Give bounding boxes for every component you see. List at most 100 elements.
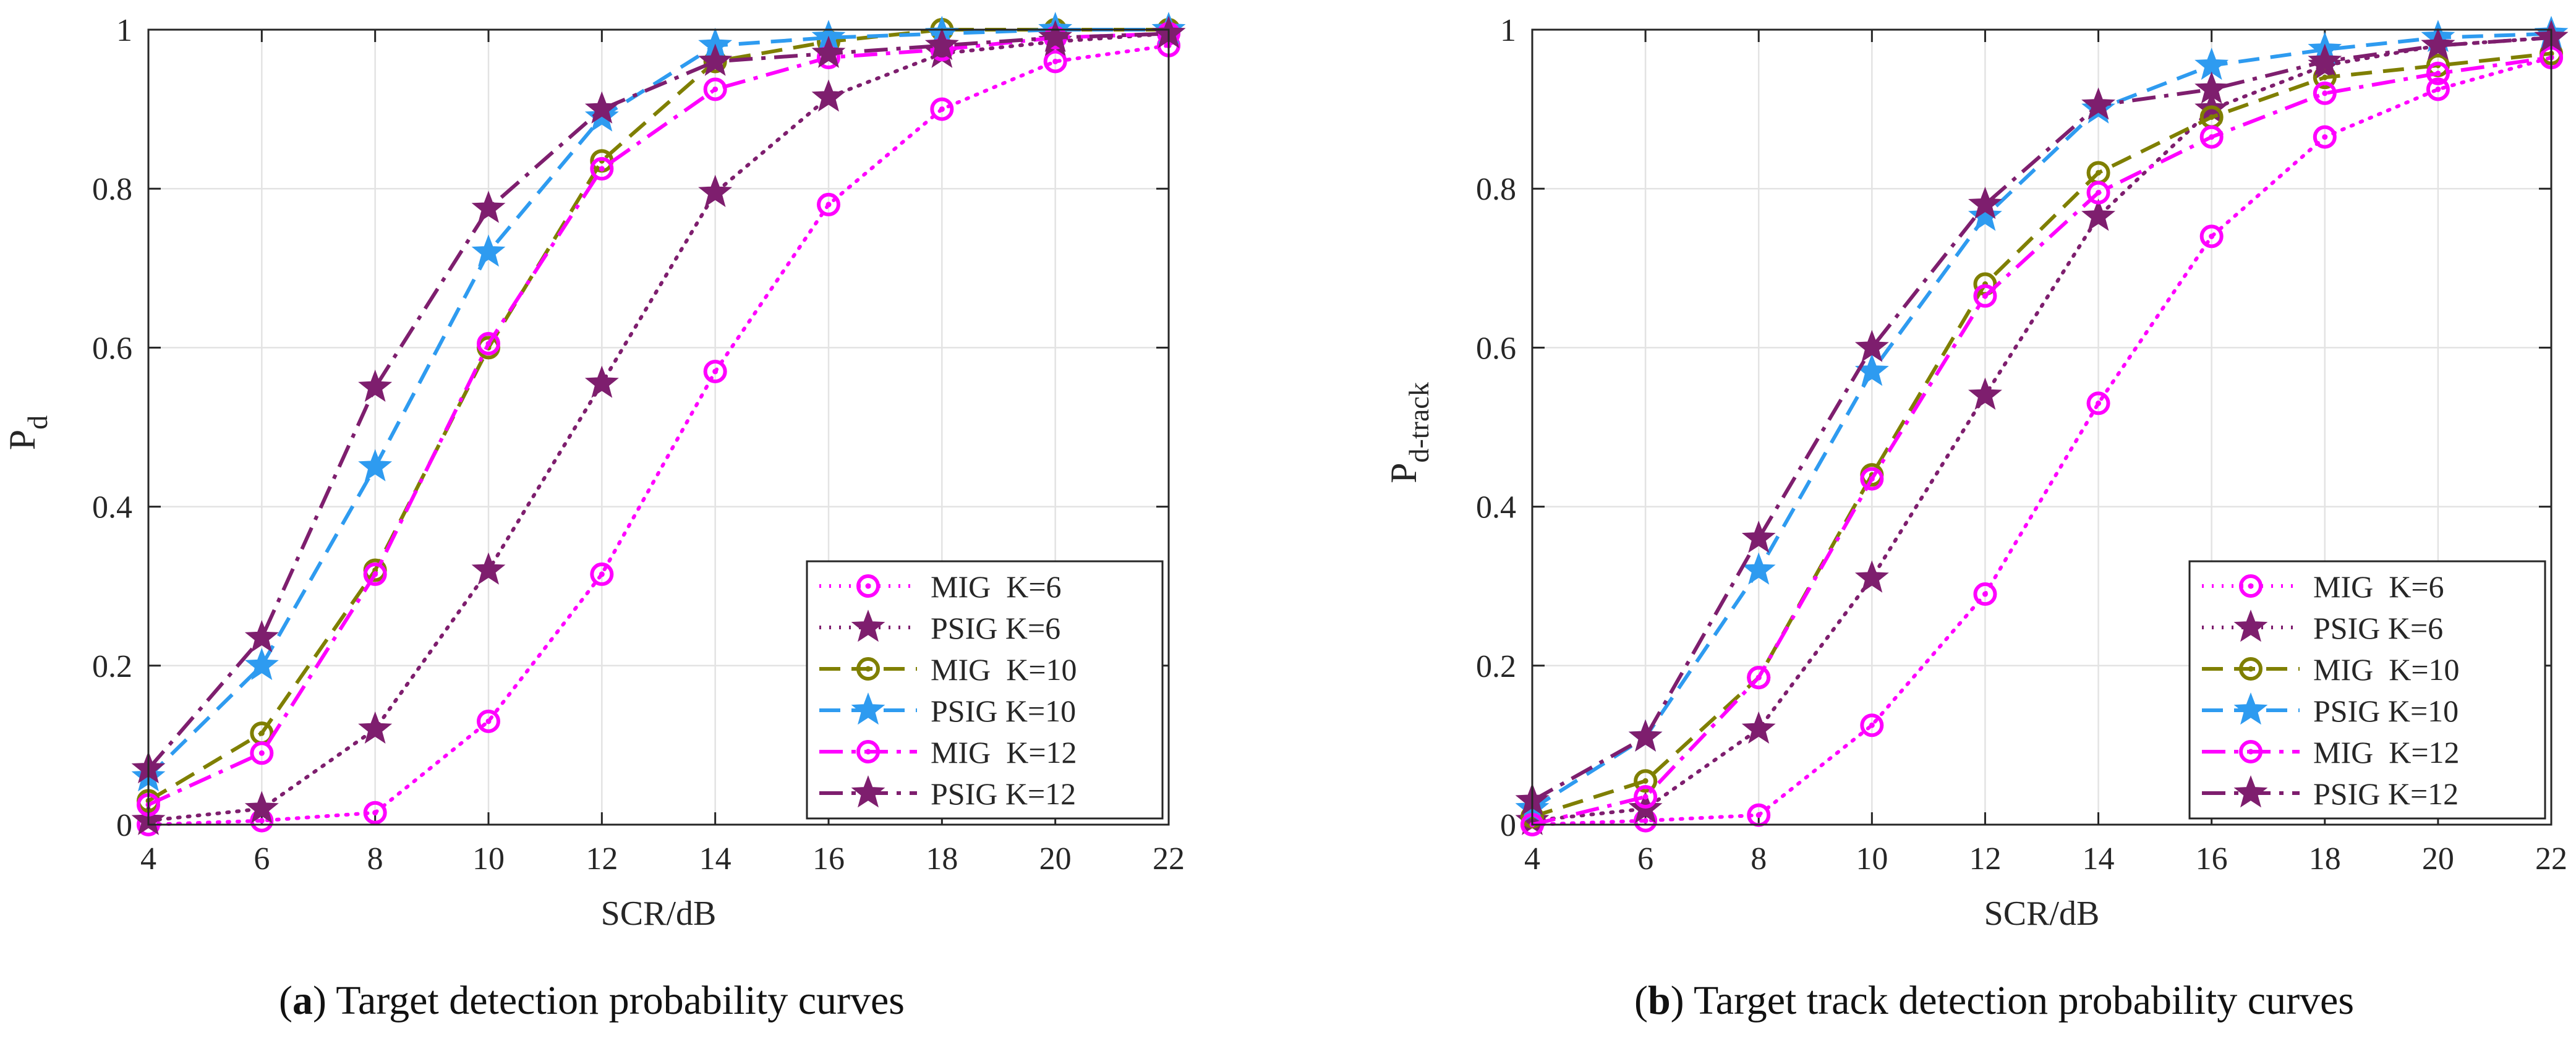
legend-box — [2188, 560, 2546, 820]
y-tick-label: 0.6 — [92, 331, 132, 366]
caption-paren: ( — [279, 978, 292, 1023]
data-point-circle — [1634, 784, 1658, 809]
data-point-center — [1642, 818, 1648, 824]
data-point-center — [2096, 400, 2102, 406]
data-point-center — [599, 166, 605, 172]
series-line — [1532, 56, 2552, 826]
data-point-star — [1741, 552, 1776, 585]
data-point-star — [1628, 719, 1663, 752]
legend-label: PSIG K=10 — [931, 694, 1076, 728]
data-point-star — [2421, 27, 2455, 61]
legend-marker-circle — [2239, 574, 2263, 598]
y-axis-label-main: P — [1383, 462, 1424, 483]
data-point-star — [358, 711, 393, 744]
data-point-circle — [2426, 77, 2450, 101]
legend-marker-center — [2248, 749, 2254, 755]
data-point-center — [1642, 794, 1648, 800]
data-point-circle — [590, 562, 614, 586]
series-line — [1530, 35, 2553, 823]
data-point-center — [2209, 134, 2215, 140]
caption-panel-tag: a — [292, 978, 313, 1023]
data-point-star — [1741, 520, 1776, 553]
legend-marker-circle — [2239, 740, 2263, 763]
data-point-center — [258, 730, 265, 736]
legend-label: MIG K=12 — [2313, 735, 2460, 770]
x-tick-label: 4 — [1524, 841, 1540, 877]
data-point-center — [485, 341, 492, 347]
caption-paren: ( — [1634, 978, 1648, 1023]
data-point-star — [1968, 198, 2002, 231]
data-point-star — [698, 43, 733, 76]
legend-label: MIG K=10 — [931, 652, 1077, 687]
data-point-center — [825, 202, 832, 208]
x-axis-label: SCR/dB — [1984, 894, 2100, 933]
legend-marker-circle — [2239, 657, 2263, 681]
data-point-star — [2081, 198, 2115, 231]
data-point-star — [244, 647, 279, 681]
data-point-star — [471, 552, 506, 585]
data-point-center — [1982, 591, 1988, 597]
legend-label: MIG K=10 — [2313, 652, 2460, 687]
data-point-circle — [703, 359, 727, 383]
data-point-star — [358, 449, 393, 482]
legend-marker-circle — [856, 657, 880, 681]
data-point-circle — [363, 562, 387, 586]
x-tick-label: 18 — [926, 841, 958, 877]
x-tick-label: 8 — [1751, 841, 1767, 877]
legend-marker-star — [851, 775, 885, 808]
data-point-circle — [930, 97, 954, 121]
data-point-star — [1968, 377, 2002, 410]
data-point-center — [1755, 674, 1762, 681]
data-point-star — [1968, 187, 2002, 219]
data-point-circle — [2426, 61, 2450, 85]
series-line — [147, 28, 1169, 778]
series-4 — [1520, 46, 2563, 836]
x-tick-label: 6 — [1637, 841, 1653, 877]
data-point-circle — [2086, 181, 2110, 205]
y-axis-label: Pd-track — [1383, 382, 1435, 483]
data-point-star — [811, 79, 846, 112]
data-point-circle — [2313, 81, 2337, 105]
caption-text: Target detection probability curves — [336, 978, 905, 1023]
series-line — [1532, 51, 2552, 818]
legend-marker-star — [2233, 775, 2268, 808]
legend-marker-center — [865, 749, 871, 755]
data-point-star — [2194, 71, 2229, 104]
figure-caption: (b) Target track detection probability c… — [1634, 978, 2354, 1023]
data-point-center — [258, 750, 265, 756]
x-tick-label: 12 — [586, 841, 618, 877]
data-point-center — [939, 106, 945, 113]
x-tick-label: 8 — [367, 841, 383, 877]
series-line — [147, 32, 1169, 807]
series-0 — [1520, 46, 2563, 836]
x-tick-label: 6 — [254, 841, 270, 877]
y-axis-label-subscript: d — [22, 415, 53, 430]
data-point-star — [584, 91, 619, 124]
x-tick-label: 12 — [1969, 841, 2001, 877]
series-line — [147, 43, 1171, 826]
data-point-star — [2081, 87, 2115, 120]
x-tick-label: 20 — [1039, 841, 1072, 877]
data-point-circle — [2086, 391, 2110, 415]
data-point-circle — [590, 157, 614, 181]
legend-label: MIG K=6 — [2313, 569, 2444, 604]
data-point-circle — [1860, 713, 1884, 737]
y-tick-label: 0.8 — [1476, 172, 1516, 207]
data-point-circle — [1747, 666, 1771, 690]
series-line — [1530, 56, 2553, 826]
data-point-circle — [2199, 125, 2224, 149]
data-point-circle — [703, 77, 727, 101]
data-point-star — [924, 27, 959, 61]
legend-marker-star — [851, 610, 885, 642]
data-point-center — [1869, 722, 1875, 728]
legend-label: PSIG K=12 — [2313, 776, 2459, 811]
data-point-circle — [1860, 467, 1884, 491]
y-tick-label: 0 — [116, 808, 132, 843]
x-tick-label: 22 — [2535, 841, 2567, 877]
x-tick-label: 14 — [2083, 841, 2115, 877]
chart-panel-b: 4 6 8 10 12 14 16 18 20 22 0 0.2 0.4 0.6 0.8 1 SCR/dB Pd-… — [1383, 13, 2569, 1023]
data-point-center — [2209, 233, 2215, 239]
data-point-center — [1869, 476, 1875, 482]
series-line — [1531, 35, 2552, 803]
legend: MIG K=6 PSIG K=6 MIG K=10 PSIG K=10 MIG K=12… — [806, 560, 1164, 820]
